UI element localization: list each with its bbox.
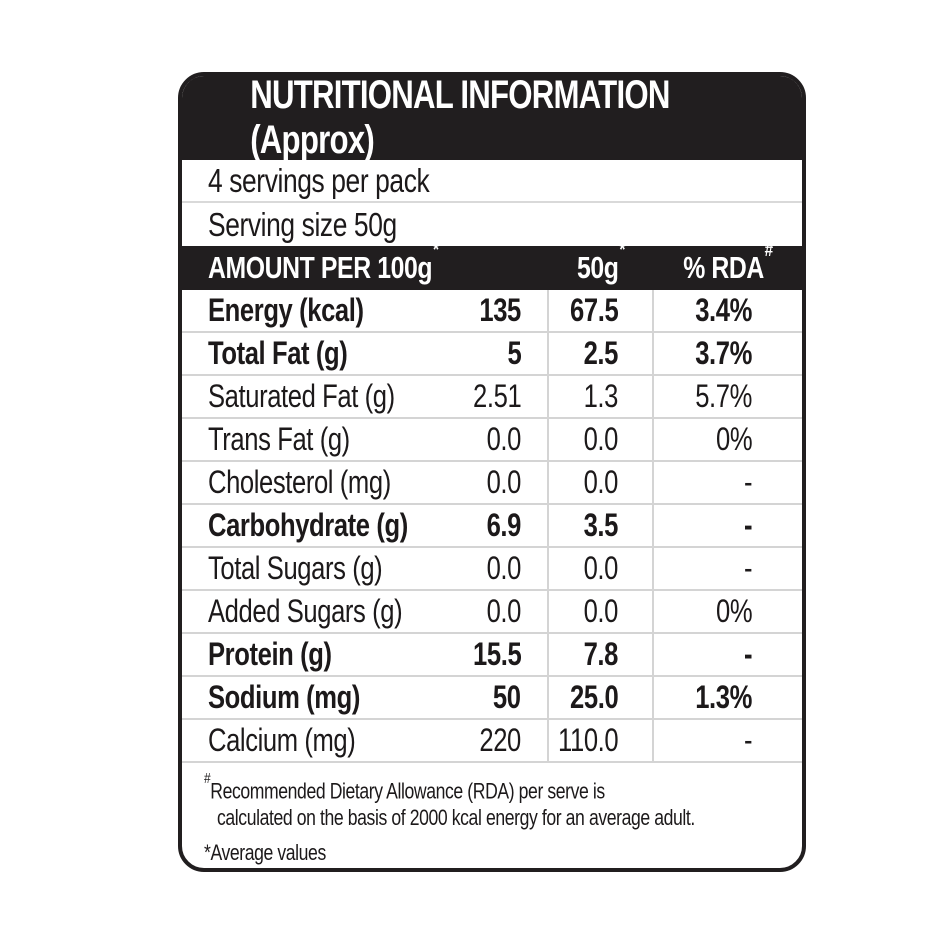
value-per-50g: 0.0	[583, 550, 619, 586]
nutrient-name: Total Fat (g)	[208, 335, 348, 371]
value-per-100g: 2.51	[472, 378, 522, 414]
nutrient-name: Calcium (mg)	[208, 722, 356, 758]
column-header-rda: % RDA#	[654, 240, 802, 286]
average-values-footnote: *Average values	[204, 840, 326, 866]
rda-percent: 5.7%	[695, 378, 752, 414]
serving-column-header-text: 50g	[576, 250, 619, 285]
column-header-50g: 50g*	[547, 240, 654, 286]
value-per-100g: 0.0	[486, 550, 522, 586]
amount-header-text: AMOUNT PER 100g	[208, 250, 433, 285]
rda-percent: 1.3%	[695, 679, 752, 715]
serving-size-text: Serving size 50g	[208, 205, 397, 243]
rda-percent: -	[743, 722, 753, 758]
asterisk-superscript: *	[432, 240, 439, 262]
table-row: Cholesterol (mg) 0.0 0.0 -	[182, 462, 802, 505]
table-row: Added Sugars (g) 0.0 0.0 0%	[182, 591, 802, 634]
rda-percent: -	[743, 464, 753, 500]
nutrient-name: Total Sugars (g)	[208, 550, 383, 586]
rda-footnote-line2: calculated on the basis of 2000 kcal ene…	[217, 804, 695, 830]
value-per-100g: 0.0	[486, 464, 522, 500]
table-header-band: AMOUNT PER 100g* 50g* % RDA#	[182, 240, 802, 290]
value-per-50g: 25.0	[569, 679, 619, 715]
value-per-50g: 0.0	[583, 593, 619, 629]
asterisk-superscript: *	[618, 240, 625, 262]
value-per-50g: 1.3	[583, 378, 619, 414]
nutrient-name: Added Sugars (g)	[208, 593, 403, 629]
rda-percent: -	[743, 550, 753, 586]
table-row: Energy (kcal) 135 67.5 3.4%	[182, 290, 802, 333]
value-per-50g: 0.0	[583, 464, 619, 500]
value-per-50g: 0.0	[583, 421, 619, 457]
rda-percent: 3.4%	[695, 292, 752, 328]
nutrition-label: NUTRITIONAL INFORMATION (Approx) 4 servi…	[178, 72, 806, 872]
rda-percent: 0%	[715, 593, 753, 629]
serving-size-row: Serving size 50g	[182, 203, 802, 246]
table-row: Trans Fat (g) 0.0 0.0 0%	[182, 419, 802, 462]
table-row: Calcium (mg) 220 110.0 -	[182, 720, 802, 763]
value-per-100g: 50	[493, 679, 521, 715]
table-row: Saturated Fat (g) 2.51 1.3 5.7%	[182, 376, 802, 419]
value-per-50g: 2.5	[583, 335, 619, 371]
rda-percent: -	[743, 507, 753, 543]
hash-footnote-marker: #	[204, 770, 211, 788]
table-row: Carbohydrate (g) 6.9 3.5 -	[182, 505, 802, 548]
servings-per-pack-row: 4 servings per pack	[182, 160, 802, 203]
rda-footnote-line1: Recommended Dietary Allowance (RDA) per …	[210, 778, 605, 804]
table-row: Total Fat (g) 5 2.5 3.7%	[182, 333, 802, 376]
value-per-100g: 0.0	[486, 593, 522, 629]
rda-column-header-text: % RDA	[683, 250, 764, 285]
nutrient-name: Trans Fat (g)	[208, 421, 350, 457]
value-per-50g: 110.0	[557, 722, 619, 758]
value-per-100g: 220	[479, 722, 521, 758]
servings-per-pack-text: 4 servings per pack	[208, 161, 430, 199]
rda-percent: -	[743, 636, 753, 672]
nutrient-name: Cholesterol (mg)	[208, 464, 391, 500]
value-per-100g: 15.5	[472, 636, 522, 672]
nutrient-name: Protein (g)	[208, 636, 332, 672]
hash-superscript: #	[764, 240, 774, 262]
table-row: Sodium (mg) 50 25.0 1.3%	[182, 677, 802, 720]
rda-percent: 3.7%	[695, 335, 752, 371]
table-row: Protein (g) 15.5 7.8 -	[182, 634, 802, 677]
value-per-50g: 7.8	[583, 636, 619, 672]
nutrition-rows: Energy (kcal) 135 67.5 3.4% Total Fat (g…	[182, 290, 802, 763]
value-per-100g: 5	[507, 335, 521, 371]
label-title-band: NUTRITIONAL INFORMATION (Approx)	[182, 73, 802, 162]
nutrient-name: Saturated Fat (g)	[208, 378, 395, 414]
value-per-50g: 67.5	[569, 292, 619, 328]
value-per-100g: 6.9	[486, 507, 522, 543]
label-title: NUTRITIONAL INFORMATION (Approx)	[250, 73, 670, 162]
value-per-100g: 0.0	[486, 421, 522, 457]
nutrient-name: Sodium (mg)	[208, 679, 361, 715]
nutrient-name: Carbohydrate (g)	[208, 507, 408, 543]
nutrient-name: Energy (kcal)	[208, 292, 364, 328]
value-per-100g: 135	[479, 292, 521, 328]
value-per-50g: 3.5	[583, 507, 619, 543]
column-header-amount-per-100g: AMOUNT PER 100g*	[182, 240, 547, 286]
rda-percent: 0%	[715, 421, 753, 457]
table-row: Total Sugars (g) 0.0 0.0 -	[182, 548, 802, 591]
footnotes: #Recommended Dietary Allowance (RDA) per…	[182, 763, 802, 867]
